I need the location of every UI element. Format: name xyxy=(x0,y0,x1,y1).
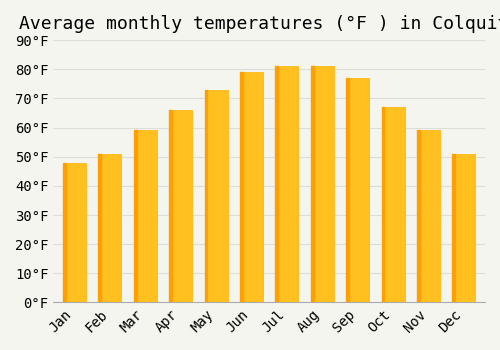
Bar xyxy=(382,107,404,302)
Bar xyxy=(240,72,263,302)
Bar xyxy=(204,90,228,302)
Bar xyxy=(346,78,369,302)
Bar xyxy=(98,154,122,302)
Bar xyxy=(240,72,243,302)
Title: Average monthly temperatures (°F ) in Colquitt: Average monthly temperatures (°F ) in Co… xyxy=(19,15,500,33)
Bar xyxy=(169,110,172,302)
Bar xyxy=(417,131,440,302)
Bar xyxy=(169,110,192,302)
Bar xyxy=(134,131,136,302)
Bar xyxy=(276,66,298,302)
Bar xyxy=(452,154,455,302)
Bar xyxy=(382,107,384,302)
Bar xyxy=(204,90,208,302)
Bar xyxy=(346,78,349,302)
Bar xyxy=(63,162,86,302)
Bar xyxy=(311,66,314,302)
Bar xyxy=(134,131,157,302)
Bar xyxy=(276,66,278,302)
Bar xyxy=(63,162,66,302)
Bar xyxy=(452,154,475,302)
Bar xyxy=(98,154,101,302)
Bar xyxy=(311,66,334,302)
Bar xyxy=(417,131,420,302)
